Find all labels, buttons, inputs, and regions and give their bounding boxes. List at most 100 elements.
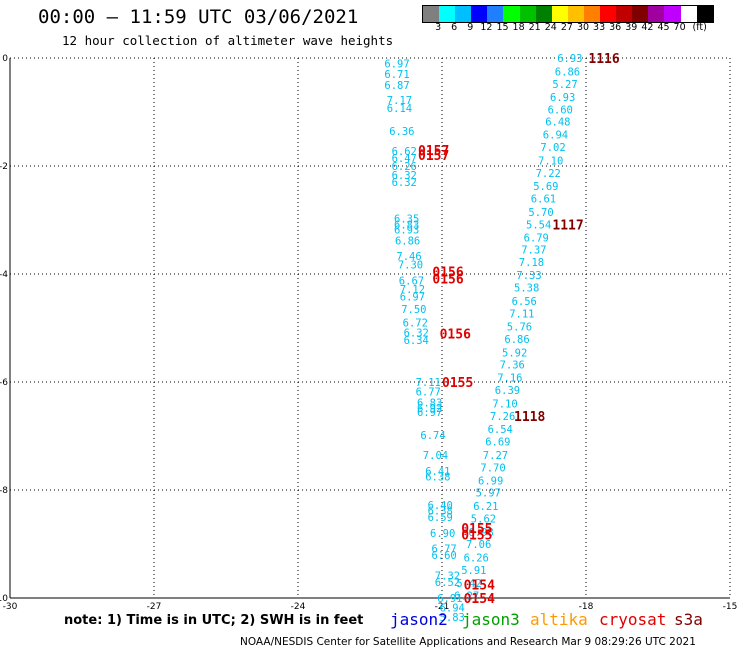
wave-height-point: 6.59	[428, 512, 453, 524]
colorbar-swatch	[503, 6, 520, 22]
y-tick-label: -4	[0, 270, 8, 280]
y-tick-label: -10	[0, 594, 8, 604]
colorbar-swatch	[487, 6, 504, 22]
pass-time-label: 0157	[418, 149, 449, 164]
colorbar-swatch	[616, 6, 633, 22]
wave-height-point: 6.34	[404, 335, 429, 347]
x-tick-label: -24	[291, 602, 306, 612]
legend-s3a: s3a	[674, 610, 703, 629]
pass-time-label: 0156	[432, 265, 463, 280]
wave-height-point: 5.70	[528, 207, 553, 219]
colorbar-label: 24	[544, 22, 557, 33]
wave-height-point: 6.52	[435, 577, 460, 589]
wave-height-point: 7.33	[516, 270, 541, 282]
legend-jason3: jason3	[462, 610, 520, 629]
pass-time-label: 1118	[514, 410, 545, 425]
wave-height-point: 5.42	[456, 578, 481, 590]
wave-height-point: 7.32	[435, 570, 460, 582]
wave-height-point: 6.39	[495, 385, 520, 397]
wave-height-point: 6.56	[512, 296, 537, 308]
wave-height-point: 6.92	[417, 403, 442, 415]
wave-height-point: 7.17	[387, 95, 412, 107]
colorbar-swatch	[632, 6, 649, 22]
wave-height-point: 7.46	[396, 251, 421, 263]
colorbar-swatch	[648, 6, 665, 22]
wave-height-point: 6.62	[392, 146, 417, 158]
y-tick-label: 0	[2, 54, 8, 64]
pass-time-label: 0157	[418, 144, 449, 159]
legend-jason2: jason2	[390, 610, 448, 629]
x-tick-label: -18	[579, 602, 594, 612]
wave-height-point: 6.69	[485, 436, 510, 448]
wave-height-point: 7.70	[480, 462, 505, 474]
wave-height-point: 5.97	[476, 488, 501, 500]
colorbar-label: 30	[576, 22, 590, 33]
wave-height-point: 6.97	[400, 292, 425, 304]
wave-height-point: 6.41	[425, 466, 450, 478]
wave-height-point: 6.54	[488, 424, 513, 436]
wave-height-point: 6.77	[416, 387, 441, 399]
wave-height-point: 5.27	[552, 79, 577, 91]
wave-height-point: 6.36	[389, 126, 414, 138]
pass-time-label: 0156	[432, 272, 463, 287]
wave-height-point: 6.83	[417, 398, 442, 410]
colorbar-swatch	[519, 6, 536, 22]
wave-height-point: 6.60	[548, 104, 573, 116]
wave-height-point: 6.38	[428, 506, 453, 518]
wave-height-point: 6.99	[478, 475, 503, 487]
wave-height-point: 6.86	[504, 334, 529, 346]
colorbar-swatch	[680, 6, 697, 22]
pass-time-label: 0154	[464, 579, 495, 594]
colorbar-label: 36	[609, 22, 622, 33]
colorbar-swatch	[583, 6, 601, 22]
wave-height-point: 5.62	[471, 514, 496, 526]
colorbar-swatch	[423, 6, 440, 22]
wave-height-point: 6.93	[550, 92, 575, 104]
wave-height-point: 6.40	[428, 500, 453, 512]
wave-height-point: 6.61	[531, 193, 556, 205]
colorbar-label: 42	[641, 22, 654, 33]
wave-height-point: 7.36	[500, 360, 525, 372]
colorbar-label: 15	[496, 22, 509, 33]
wave-height-point: 6.94	[440, 603, 465, 615]
wave-height-point: 7.26	[490, 411, 515, 423]
wave-height-point: 6.27	[454, 590, 479, 602]
wave-height-point: 7.30	[398, 259, 423, 271]
wave-height-point: 7.10	[538, 156, 563, 168]
wave-height-point: 6.71	[384, 69, 409, 81]
wave-height-point: 7.04	[423, 450, 448, 462]
colorbar-swatch	[600, 6, 617, 22]
wave-height-point: 6.97	[417, 407, 442, 419]
chart-title: 00:00 – 11:59 UTC 03/06/2021	[38, 6, 359, 28]
chart-subtitle: 12 hour collection of altimeter wave hei…	[62, 33, 394, 48]
wave-height-point: 7.11	[416, 377, 441, 389]
colorbar-swatch	[551, 6, 568, 22]
y-tick-label: -6	[0, 378, 8, 388]
wave-height-point: 7.11	[509, 308, 534, 320]
colorbar-label: 3	[435, 22, 442, 33]
wave-height-point: 7.22	[536, 168, 561, 180]
wave-height-point: 6.83	[394, 219, 419, 231]
wave-height-point: 6.94	[543, 130, 568, 142]
colorbar-label: 70	[673, 22, 686, 33]
pass-time-label: 0155	[461, 522, 492, 537]
colorbar-label: 33	[593, 22, 606, 33]
colorbar-label: 27	[560, 22, 573, 33]
legend-altika: altika	[530, 610, 588, 629]
wave-height-point: 7.37	[521, 245, 546, 257]
wave-height-point: 7.50	[401, 304, 426, 316]
colorbar-swatch	[535, 6, 552, 22]
x-tick-label: -30	[3, 602, 18, 612]
legend-cryosat: cryosat	[599, 610, 667, 629]
pass-time-label: 1116	[588, 52, 619, 67]
wave-height-point: 7.02	[540, 142, 565, 154]
pass-time-label: 0156	[440, 327, 471, 342]
wave-height-point: 6.93	[394, 225, 419, 237]
wave-height-point: 6.38	[425, 472, 450, 484]
colorbar-label: 39	[625, 22, 638, 33]
wave-height-point: 6.98	[468, 527, 493, 539]
units-note: note: 1) Time is in UTC; 2) SWH is in fe…	[64, 613, 364, 628]
wave-height-point: 6.91	[437, 593, 462, 605]
wave-height-point: 6.32	[392, 177, 417, 189]
